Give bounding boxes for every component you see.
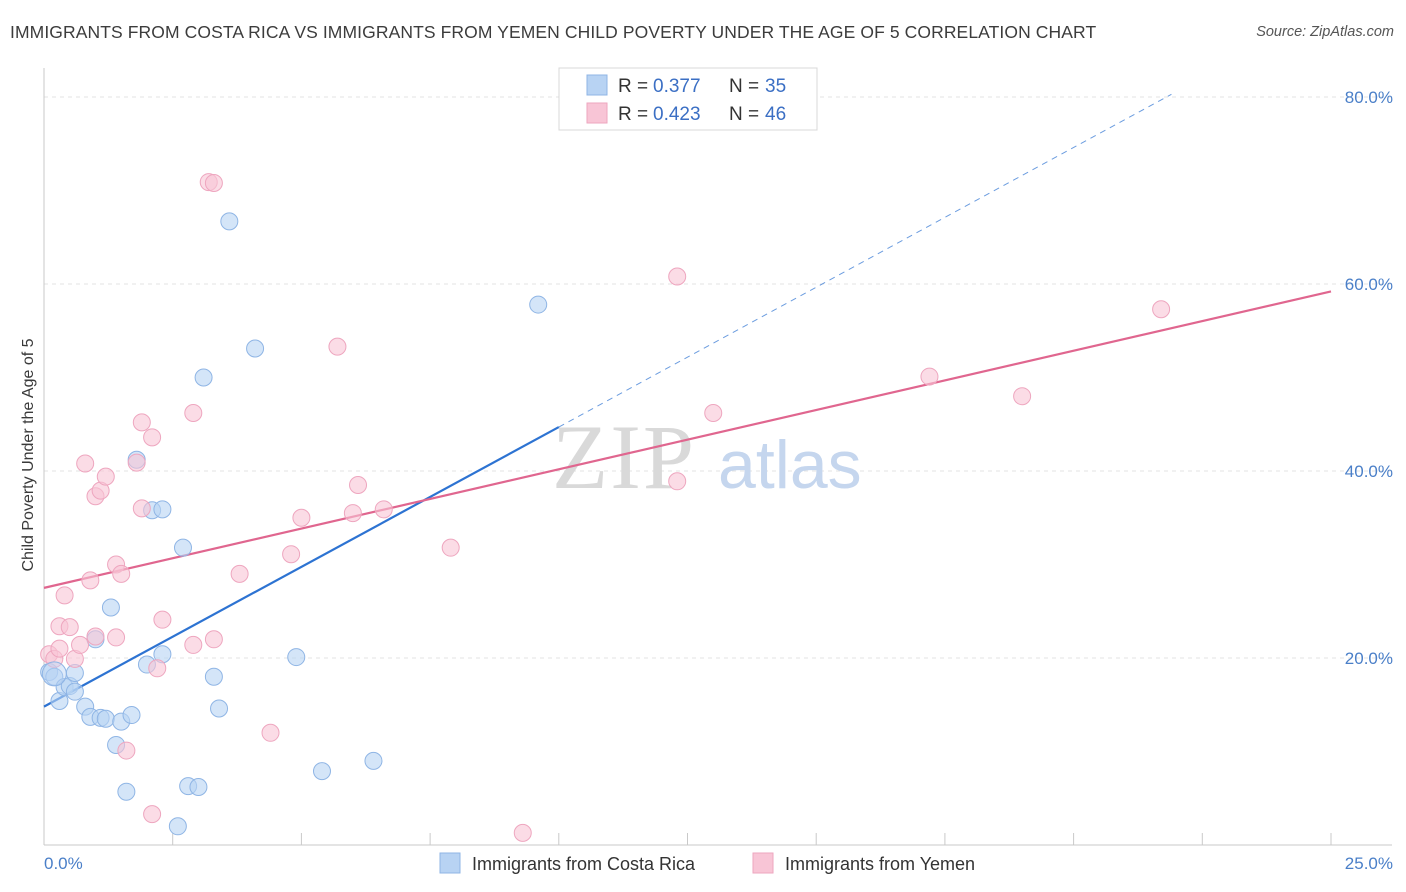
point-yemen — [349, 476, 368, 495]
point-yemen — [668, 267, 687, 286]
chart-title: IMMIGRANTS FROM COSTA RICA VS IMMIGRANTS… — [10, 22, 1097, 42]
point-costa-rica — [210, 699, 229, 718]
point-yemen — [204, 174, 223, 193]
point-yemen — [184, 404, 203, 423]
point-yemen — [117, 741, 136, 760]
point-costa-rica — [173, 538, 192, 557]
point-costa-rica — [153, 500, 172, 519]
point-costa-rica — [287, 648, 306, 667]
point-yemen — [55, 586, 74, 605]
legend-r-label-1: R = — [618, 104, 648, 125]
point-yemen — [71, 635, 90, 654]
point-yemen — [343, 504, 362, 523]
legend-n-label-1: N = — [729, 104, 759, 125]
y-tick-label: 60.0% — [1345, 275, 1393, 294]
data-points — [40, 173, 1171, 842]
legend-swatch-costa-rica — [586, 74, 608, 96]
point-costa-rica — [122, 706, 141, 725]
point-costa-rica-cluster — [41, 661, 67, 687]
legend-n-label-0: N = — [729, 76, 759, 97]
point-yemen — [143, 805, 162, 824]
point-yemen — [261, 723, 280, 742]
point-costa-rica — [117, 782, 136, 801]
y-tick-label: 20.0% — [1345, 649, 1393, 668]
point-yemen — [374, 500, 393, 519]
point-yemen — [127, 453, 146, 472]
legend-box: R = 0.377 N = 35 R = 0.423 N = 46 — [558, 67, 818, 131]
watermark-zip: ZIP — [552, 406, 696, 508]
gridlines — [44, 96, 1392, 659]
trend-line-costa-rica — [43, 426, 560, 708]
legend-r-value-1: 0.423 — [653, 104, 701, 125]
point-yemen — [204, 630, 223, 649]
bottom-legend-swatch-costa-rica — [439, 852, 461, 874]
point-costa-rica — [96, 709, 115, 728]
point-costa-rica — [65, 682, 84, 701]
point-costa-rica — [220, 212, 239, 231]
point-costa-rica — [529, 295, 548, 314]
point-yemen — [76, 454, 95, 473]
point-costa-rica — [246, 339, 265, 358]
point-yemen — [668, 472, 687, 491]
bottom-legend-swatch-yemen — [752, 852, 774, 874]
point-costa-rica — [364, 751, 383, 770]
legend-n-value-1: 46 — [765, 104, 786, 125]
point-costa-rica — [189, 778, 208, 797]
point-yemen — [230, 564, 249, 583]
point-yemen — [1013, 387, 1032, 406]
point-yemen — [60, 618, 79, 637]
point-costa-rica — [194, 368, 213, 387]
source-label: Source: ZipAtlas.com — [1256, 24, 1394, 40]
point-costa-rica — [168, 817, 187, 836]
trend-line-yemen — [43, 290, 1332, 589]
x-tick-label: 0.0% — [44, 854, 83, 873]
point-yemen — [86, 627, 105, 646]
point-yemen — [513, 823, 532, 842]
point-yemen — [328, 337, 347, 356]
point-yemen — [184, 635, 203, 654]
x-tick-label: 25.0% — [1345, 854, 1393, 873]
y-tick-label: 40.0% — [1345, 462, 1393, 481]
point-yemen — [1152, 300, 1171, 319]
axes — [43, 68, 1392, 846]
point-costa-rica — [204, 667, 223, 686]
point-costa-rica — [312, 762, 331, 781]
bottom-legend-yemen: Immigrants from Yemen — [785, 854, 975, 874]
point-yemen — [292, 508, 311, 527]
point-yemen — [112, 564, 131, 583]
watermark-atlas: atlas — [718, 427, 862, 503]
point-costa-rica — [101, 598, 120, 617]
legend-n-value-0: 35 — [765, 76, 786, 97]
point-yemen — [282, 545, 301, 564]
trend-lines — [43, 93, 1332, 708]
point-yemen — [153, 610, 172, 629]
y-axis-label: Child Poverty Under the Age of 5 — [20, 338, 37, 571]
y-tick-labels: 20.0% 40.0% 60.0% 80.0% — [1345, 88, 1393, 668]
point-yemen — [441, 538, 460, 557]
point-yemen — [81, 571, 100, 590]
point-yemen — [132, 413, 151, 432]
legend-r-value-0: 0.377 — [653, 76, 701, 97]
point-yemen — [143, 428, 162, 447]
point-yemen — [107, 628, 126, 647]
point-yemen — [132, 499, 151, 518]
legend-r-label-0: R = — [618, 76, 648, 97]
point-yemen — [96, 467, 115, 486]
point-yemen — [50, 639, 69, 658]
bottom-legend-costa-rica: Immigrants from Costa Rica — [472, 854, 696, 874]
point-yemen — [920, 367, 939, 386]
legend-swatch-yemen — [586, 102, 608, 124]
point-yemen — [704, 404, 723, 423]
trend-line-costa-rica-extension — [558, 93, 1172, 428]
bottom-legend: Immigrants from Costa Rica Immigrants fr… — [439, 852, 975, 874]
x-tick-labels: 0.0% 25.0% — [44, 854, 1393, 873]
y-tick-label: 80.0% — [1345, 88, 1393, 107]
point-yemen — [148, 659, 167, 678]
